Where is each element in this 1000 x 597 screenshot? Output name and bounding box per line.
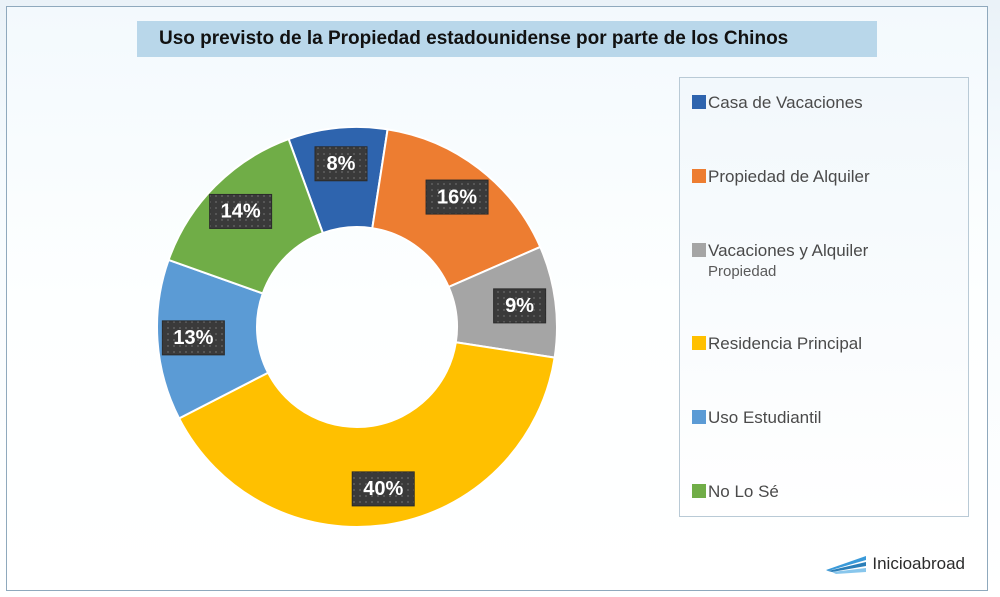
legend-swatch-icon [692, 95, 706, 109]
legend-row: Uso Estudiantil [692, 407, 956, 428]
svg-text:40%: 40% [363, 478, 403, 500]
legend-item-propiedad_alquiler: Propiedad de Alquiler [692, 166, 956, 187]
legend-row: Propiedad de Alquiler [692, 166, 956, 187]
legend-item-residencia: Residencia Principal [692, 333, 956, 354]
legend-item-no_lo_se: No Lo Sé [692, 481, 956, 502]
legend-item-casa_vacaciones: Casa de Vacaciones [692, 92, 956, 113]
brand-text: Inicioabroad [872, 554, 965, 574]
title-bar: Uso previsto de la Propiedad estadounide… [137, 21, 877, 57]
pct-label-residencia: 40% [352, 472, 414, 506]
svg-text:13%: 13% [173, 327, 213, 349]
svg-text:14%: 14% [221, 201, 261, 223]
pct-label-vac_y_alquiler: 9% [494, 289, 546, 323]
brand: Inicioabroad [822, 544, 965, 574]
pct-label-propiedad_alquiler: 16% [426, 180, 488, 214]
legend-label: Vacaciones y Alquiler [708, 240, 868, 261]
legend-sublabel: Propiedad [708, 263, 956, 280]
legend-label: No Lo Sé [708, 481, 779, 502]
legend-label: Residencia Principal [708, 333, 862, 354]
legend-label: Casa de Vacaciones [708, 92, 863, 113]
legend-row: No Lo Sé [692, 481, 956, 502]
brand-logo-icon [822, 544, 868, 574]
pct-label-no_lo_se: 14% [210, 194, 272, 228]
outer-container: Uso previsto de la Propiedad estadounide… [0, 0, 1000, 597]
legend-row: Casa de Vacaciones [692, 92, 956, 113]
svg-text:9%: 9% [505, 295, 534, 317]
svg-text:8%: 8% [327, 153, 356, 175]
legend-swatch-icon [692, 484, 706, 498]
legend-swatch-icon [692, 243, 706, 257]
pct-label-uso_estudiantil: 13% [162, 321, 224, 355]
legend-row: Vacaciones y Alquiler [692, 240, 956, 261]
pct-label-casa_vacaciones: 8% [315, 147, 367, 181]
legend-label: Uso Estudiantil [708, 407, 821, 428]
legend-swatch-icon [692, 410, 706, 424]
legend-item-uso_estudiantil: Uso Estudiantil [692, 407, 956, 428]
legend-swatch-icon [692, 336, 706, 350]
chart-panel: Uso previsto de la Propiedad estadounide… [6, 6, 988, 591]
legend-label: Propiedad de Alquiler [708, 166, 870, 187]
chart-title: Uso previsto de la Propiedad estadounide… [159, 28, 788, 50]
svg-text:16%: 16% [437, 186, 477, 208]
donut-chart: 8% 16% 9% 40% 13% 14% [117, 97, 597, 557]
legend-row: Residencia Principal [692, 333, 956, 354]
legend-swatch-icon [692, 169, 706, 183]
legend-item-vac_y_alquiler: Vacaciones y Alquiler Propiedad [692, 240, 956, 280]
legend: Casa de Vacaciones Propiedad de Alquiler V… [679, 77, 969, 517]
